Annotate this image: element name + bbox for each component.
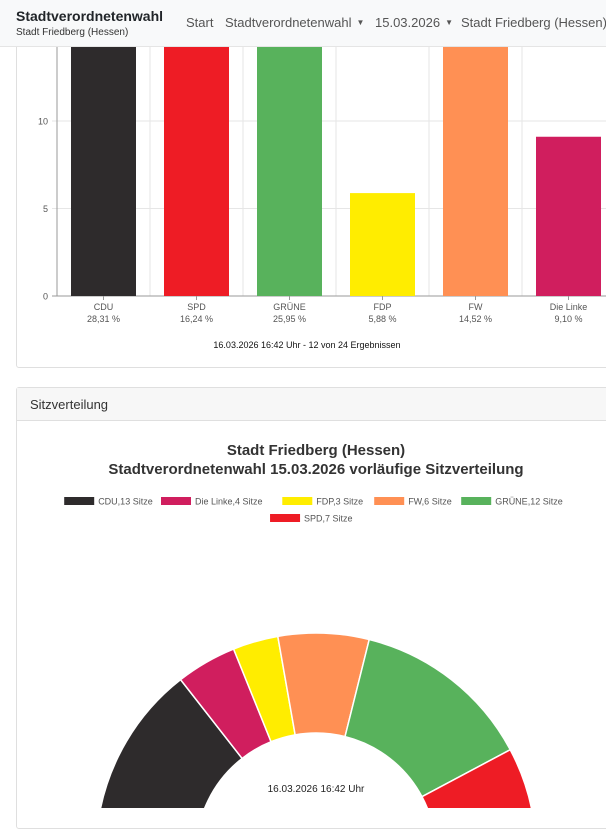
results-status: 16.03.2026 16:42 Uhr - 12 von 24 Ergebni… [213,340,401,350]
legend-item: GRÜNE,12 Sitze [461,497,563,507]
x-value-label: 16,24 % [180,314,213,324]
nav-municipality-link[interactable]: Stadt Friedberg (Hessen) [461,15,606,30]
legend-label: CDU,13 Sitze [98,497,153,507]
nav-date-dropdown[interactable]: 15.03.2026 ▼ [375,15,453,30]
card-header: Sitzverteilung [17,388,606,421]
brand-subtitle: Stadt Friedberg (Hessen) [16,27,129,38]
y-tick-label: 5 [43,204,48,214]
legend-item: CDU,13 Sitze [64,497,153,507]
nav-election-dropdown[interactable]: Stadtverordnetenwahl ▼ [225,15,365,30]
legend-label: SPD,7 Sitze [304,514,353,524]
bar-fw [443,47,508,296]
y-tick-label: 0 [43,292,48,302]
legend-swatch [374,497,405,505]
legend-item: FW,6 Sitze [374,497,452,507]
x-value-label: 28,31 % [87,314,120,324]
legend-swatch [161,497,191,505]
seat-distribution-card: Sitzverteilung Stadt Friedberg (Hessen) … [16,387,606,829]
legend-label: Die Linke,4 Sitze [195,497,263,507]
bar-die-linke [536,136,601,296]
caret-down-icon: ▼ [445,18,453,27]
nav-start-link[interactable]: Start [186,15,214,30]
legend-item: SPD,7 Sitze [270,514,353,524]
bar-grüne [257,47,322,296]
seat-chart-title: Stadt Friedberg (Hessen) [226,442,406,459]
x-category-label: GRÜNE [273,302,306,312]
x-value-label: 14,52 % [459,314,492,324]
x-category-label: SPD [187,302,206,312]
caret-down-icon: ▼ [356,18,365,27]
legend-swatch [270,514,301,522]
bar-spd [164,47,229,296]
navbar: Stadtverordnetenwahl Stadt Friedberg (He… [0,0,606,47]
legend-swatch [461,497,492,505]
x-category-label: Die Linke [550,302,588,312]
legend-label: GRÜNE,12 Sitze [495,497,563,507]
seat-arc-cdu [99,678,244,808]
x-category-label: FW [469,302,483,312]
legend-swatch [282,497,313,505]
legend-label: FW,6 Sitze [408,497,452,507]
x-category-label: CDU [94,302,114,312]
seat-chart-timestamp: 16.03.2026 16:42 Uhr [267,784,365,795]
x-value-label: 5,88 % [368,314,396,324]
x-value-label: 25,95 % [273,314,306,324]
brand-title[interactable]: Stadtverordnetenwahl [16,8,164,24]
legend-label: FDP,3 Sitze [316,497,363,507]
seat-chart-subtitle: Stadtverordnetenwahl 15.03.2026 vorläufi… [108,461,524,478]
x-value-label: 9,10 % [554,314,582,324]
bar-cdu [71,47,136,296]
card-header-title: Sitzverteilung [30,397,109,412]
bar-fdp [350,193,415,296]
x-category-label: FDP [374,302,392,312]
seat-arc-spd [420,748,533,808]
legend-swatch [64,497,95,505]
legend-item: FDP,3 Sitze [282,497,363,507]
legend-item: Die Linke,4 Sitze [161,497,263,507]
brand[interactable]: Stadtverordnetenwahl Stadt Friedberg (He… [16,8,163,39]
seat-distribution-chart: CDU,13 Sitze Die Linke,4 Sitze FDP,3 Sitze… [64,497,563,808]
y-tick-label: 10 [38,117,48,127]
